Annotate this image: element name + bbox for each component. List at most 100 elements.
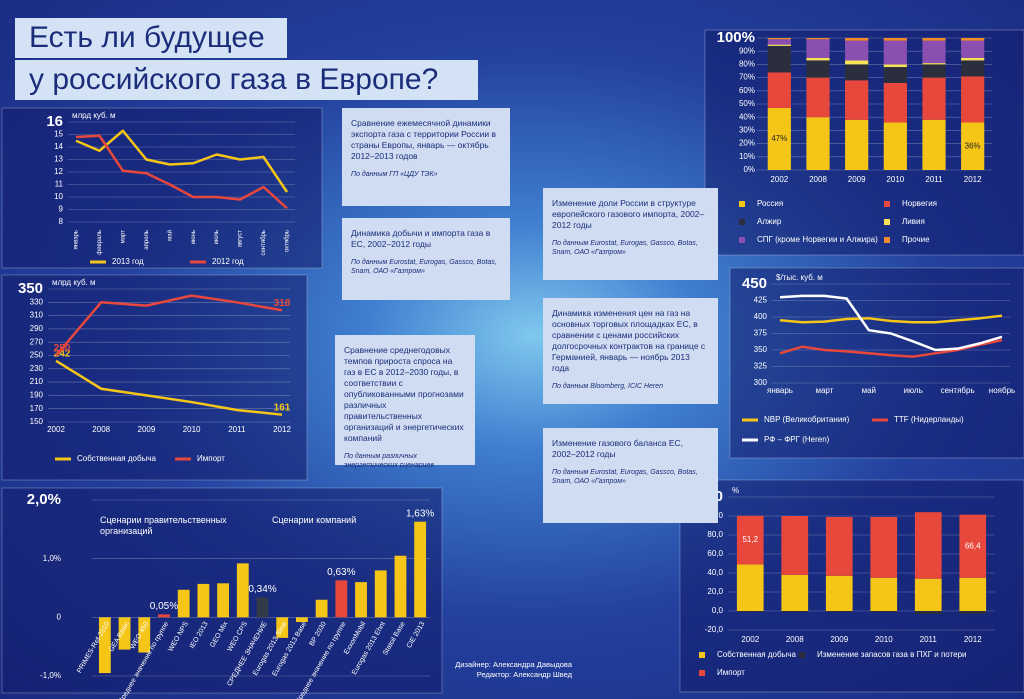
bar-segment	[961, 57, 985, 61]
legend-swatch	[739, 237, 745, 243]
x-tick-label: 2011	[925, 175, 943, 184]
x-tick-label: 2009	[830, 635, 848, 644]
bar-segment	[736, 564, 764, 611]
y-tick-label: -20,0	[705, 625, 724, 634]
x-tick-label: июнь	[191, 230, 197, 244]
y-axis-label: $/тыс. куб. м	[776, 273, 823, 282]
x-tick-label: 2011	[228, 425, 246, 434]
bar-segment	[883, 64, 907, 68]
line-series	[55, 294, 283, 357]
bar	[98, 617, 111, 674]
bar-segment	[845, 60, 869, 65]
x-tick-label: май	[166, 230, 173, 241]
line-series	[779, 294, 1003, 352]
bar-segment	[870, 577, 898, 611]
x-tick-label: октябрь	[285, 230, 291, 252]
bar-segment	[825, 575, 853, 611]
y-tick-label: 14	[54, 142, 63, 151]
credit: Редактор: Александр Швед	[476, 670, 572, 679]
y-tick-label: 250	[30, 351, 44, 360]
data-label: 47%	[771, 134, 787, 143]
bar-segment	[806, 117, 830, 170]
bar-segment	[845, 38, 869, 41]
y-tick-label: 310	[30, 311, 44, 320]
callout-source: По данным ГП «ЦДУ ТЭК»	[351, 171, 438, 178]
bar-segment	[870, 611, 898, 612]
y-tick-label: 150	[30, 417, 44, 426]
legend-swatch	[699, 670, 705, 676]
data-label: 0,63%	[327, 567, 355, 578]
bar-segment	[961, 60, 985, 77]
y-tick-label: 400	[754, 312, 768, 321]
x-tick-label: февраль	[97, 230, 103, 255]
bar-segment	[781, 611, 809, 612]
y-tick-label: 230	[30, 364, 44, 373]
legend-label: Собственная добыча	[77, 454, 156, 463]
x-tick-label: 2009	[848, 175, 866, 184]
bar	[256, 597, 269, 618]
y-tick-label: 2,0%	[27, 491, 61, 508]
line-series	[779, 338, 1003, 358]
y-tick-label: 375	[754, 329, 768, 338]
x-tick-label: июль	[214, 230, 220, 244]
bar-segment	[845, 80, 869, 120]
data-label: 0,05%	[150, 601, 178, 612]
line-series	[779, 314, 1003, 324]
y-tick-label: 270	[30, 337, 44, 346]
bar-segment	[914, 578, 942, 611]
x-tick-label: 2012	[964, 635, 982, 644]
y-tick-label: 11	[55, 180, 64, 189]
group-label: Сценарии компаний	[272, 515, 357, 525]
bar-segment	[767, 45, 791, 73]
bar-segment	[806, 60, 830, 78]
y-tick-label: 350	[754, 345, 768, 354]
line-series	[75, 129, 289, 193]
bar	[276, 617, 289, 638]
bar-segment	[806, 39, 830, 58]
legend-label: СПГ (кроме Норвегии и Алжира)	[757, 235, 878, 244]
y-tick-label: 9	[59, 205, 64, 214]
y-tick-label: 330	[30, 297, 44, 306]
panel	[1, 107, 323, 269]
legend-label: Собственная добыча	[717, 650, 796, 659]
callout-source: По данным Eurostat, Eurogas, Gassco, Bot…	[552, 469, 698, 485]
y-tick-label: 60,0	[707, 549, 723, 558]
callout-source: По данным Bloomberg, ICIC Heren	[552, 383, 664, 390]
bar-segment	[736, 611, 764, 612]
legend-label: Прочие	[902, 235, 930, 244]
y-tick-label: 350	[18, 280, 43, 297]
bar-segment	[922, 63, 946, 65]
y-tick-label: 50%	[739, 99, 755, 108]
y-tick-label: 8	[59, 217, 64, 226]
legend-swatch	[739, 201, 745, 207]
panel	[729, 267, 1024, 459]
y-tick-label: 20,0	[707, 587, 723, 596]
callout-text: Динамика изменения цен на газ на основны…	[552, 308, 706, 373]
bar	[315, 599, 328, 618]
x-tick-label: март	[120, 230, 126, 244]
y-axis-label: млрд куб. м	[52, 278, 96, 287]
panel	[1, 274, 308, 481]
x-tick-label: 2009	[138, 425, 156, 434]
legend-label: Норвегия	[902, 199, 937, 208]
bar-segment	[825, 611, 853, 612]
data-label: 66,4	[965, 541, 981, 550]
x-tick-label: май	[862, 386, 876, 395]
y-tick-label: 190	[30, 391, 44, 400]
bar-segment	[883, 82, 907, 123]
y-tick-label: 20%	[739, 139, 755, 148]
bar-segment	[914, 611, 942, 614]
x-tick-label: 2010	[183, 425, 201, 434]
bar-segment	[959, 611, 987, 614]
bar-segment	[961, 38, 985, 41]
y-tick-label: 40,0	[707, 568, 723, 577]
y-tick-label: 40%	[739, 112, 755, 121]
bar	[335, 580, 348, 618]
y-tick-label: 325	[754, 362, 768, 371]
bar	[158, 614, 170, 618]
x-tick-label: 2012	[273, 425, 291, 434]
y-tick-label: 70%	[739, 73, 755, 82]
legend-label: РФ – ФРГ (Heren)	[764, 435, 830, 444]
bar	[374, 570, 387, 618]
